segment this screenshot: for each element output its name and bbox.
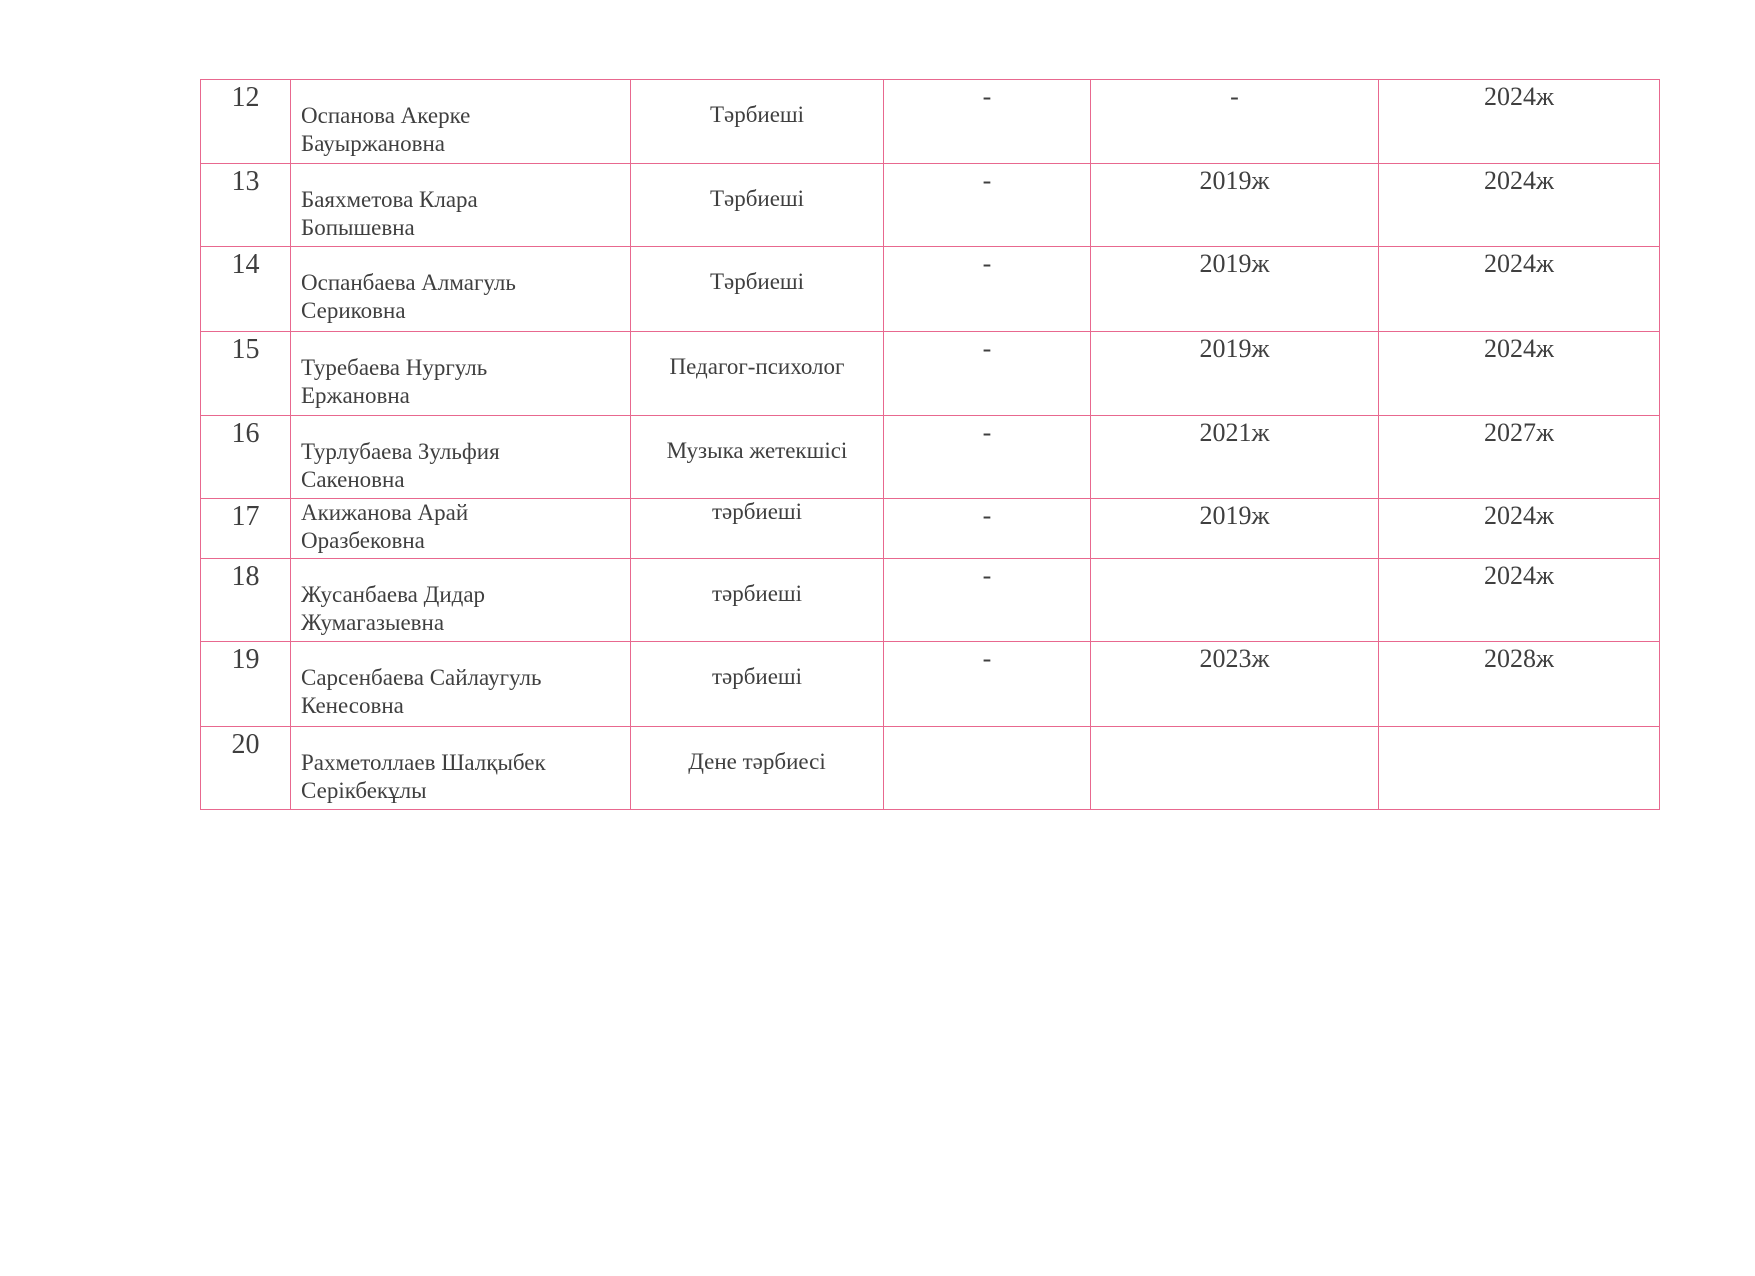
- employee-position: Тәрбиеші: [630, 163, 884, 247]
- employee-name: Сарсенбаева Сайлаугуль Кенесовна: [290, 641, 631, 727]
- cell-col4: -: [883, 331, 1091, 416]
- cell-col5: 2019ж: [1090, 498, 1379, 559]
- employee-position: Педагог-психолог: [630, 331, 884, 416]
- employee-position: тәрбиеші: [630, 641, 884, 727]
- cell-col4: -: [883, 246, 1091, 332]
- table-row: 14 Оспанбаева Алмагуль Сериковна Тәрбиеші…: [200, 246, 1660, 332]
- row-number: 20: [200, 726, 291, 810]
- row-number: 12: [200, 79, 291, 164]
- cell-col6: 2024ж: [1378, 331, 1660, 416]
- employee-position: тәрбиеші: [630, 558, 884, 642]
- table-row: 18 Жусанбаева Дидар Жумагазыевна тәрбиеші…: [200, 558, 1660, 642]
- employee-name: Рахметоллаев Шалқыбек Серікбекұлы: [290, 726, 631, 810]
- employee-position: Тәрбиеші: [630, 246, 884, 332]
- cell-col6: 2028ж: [1378, 641, 1660, 727]
- cell-col4: -: [883, 415, 1091, 499]
- table-row: 20 Рахметоллаев Шалқыбек Серікбекұлы Дене…: [200, 726, 1660, 810]
- staff-table: 12 Оспанова Акерке Бауыржановна Тәрбиеші …: [200, 79, 1660, 810]
- cell-col5: [1090, 726, 1379, 810]
- cell-col6: 2024ж: [1378, 163, 1660, 247]
- employee-name: Туребаева Нургуль Ержановна: [290, 331, 631, 416]
- row-number: 16: [200, 415, 291, 499]
- table-row: 16 Турлубаева Зульфия Сакеновна Музыка же…: [200, 415, 1660, 499]
- cell-col6: [1378, 726, 1660, 810]
- cell-col5: 2023ж: [1090, 641, 1379, 727]
- cell-col5: [1090, 558, 1379, 642]
- cell-col4: -: [883, 163, 1091, 247]
- employee-name: Акижанова Арай Оразбековна: [290, 498, 631, 559]
- cell-col5: 2019ж: [1090, 246, 1379, 332]
- employee-name: Жусанбаева Дидар Жумагазыевна: [290, 558, 631, 642]
- row-number: 19: [200, 641, 291, 727]
- cell-col4: -: [883, 498, 1091, 559]
- employee-name: Турлубаева Зульфия Сакеновна: [290, 415, 631, 499]
- employee-position: Музыка жетекшісі: [630, 415, 884, 499]
- employee-position: Дене тәрбиесі: [630, 726, 884, 810]
- cell-col5: 2019ж: [1090, 163, 1379, 247]
- cell-col4: -: [883, 641, 1091, 727]
- employee-position: тәрбиеші: [630, 498, 884, 559]
- cell-col6: 2024ж: [1378, 246, 1660, 332]
- row-number: 14: [200, 246, 291, 332]
- table-row: 12 Оспанова Акерке Бауыржановна Тәрбиеші …: [200, 79, 1660, 164]
- table-row: 17 Акижанова Арай Оразбековна тәрбиеші - …: [200, 498, 1660, 559]
- employee-position: Тәрбиеші: [630, 79, 884, 164]
- cell-col5: 2021ж: [1090, 415, 1379, 499]
- cell-col4: -: [883, 558, 1091, 642]
- cell-col6: 2027ж: [1378, 415, 1660, 499]
- cell-col6: 2024ж: [1378, 498, 1660, 559]
- cell-col4: [883, 726, 1091, 810]
- row-number: 13: [200, 163, 291, 247]
- employee-name: Баяхметова Клара Бопышевна: [290, 163, 631, 247]
- cell-col5: -: [1090, 79, 1379, 164]
- row-number: 17: [200, 498, 291, 559]
- table-row: 15 Туребаева Нургуль Ержановна Педагог-пс…: [200, 331, 1660, 416]
- employee-name: Оспанбаева Алмагуль Сериковна: [290, 246, 631, 332]
- row-number: 18: [200, 558, 291, 642]
- cell-col6: 2024ж: [1378, 558, 1660, 642]
- cell-col4: -: [883, 79, 1091, 164]
- row-number: 15: [200, 331, 291, 416]
- cell-col5: 2019ж: [1090, 331, 1379, 416]
- cell-col6: 2024ж: [1378, 79, 1660, 164]
- table-row: 13 Баяхметова Клара Бопышевна Тәрбиеші - …: [200, 163, 1660, 247]
- employee-name: Оспанова Акерке Бауыржановна: [290, 79, 631, 164]
- table-row: 19 Сарсенбаева Сайлаугуль Кенесовна тәрби…: [200, 641, 1660, 727]
